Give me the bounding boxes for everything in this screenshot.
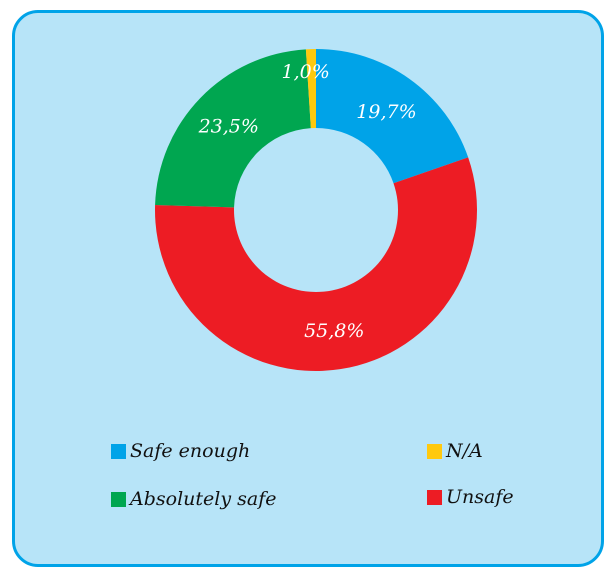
legend-item-safe-enough: Safe enough	[111, 440, 250, 462]
legend-swatch-absolutely-safe	[111, 491, 126, 507]
legend-swatch-na	[427, 443, 442, 459]
legend-label-unsafe: Unsafe	[446, 486, 514, 508]
legend-item-na: N/A	[427, 440, 483, 462]
legend-swatch-unsafe	[427, 489, 442, 505]
slice-label-absolutely-safe: 23,5%	[198, 115, 259, 137]
slice-label-n-a: 1,0%	[281, 61, 329, 83]
donut-slice-absolutely-safe	[155, 49, 311, 208]
legend-label-absolutely-safe: Absolutely safe	[130, 488, 277, 510]
legend-label-safe-enough: Safe enough	[130, 440, 251, 462]
slice-label-safe-enough: 19,7%	[356, 101, 416, 123]
donut-slice-safe-enough	[316, 49, 469, 184]
donut-slice-n-a	[305, 49, 316, 129]
donut-slice-unsafe	[154, 157, 477, 371]
legend-swatch-safe-enough	[111, 443, 126, 459]
legend-item-absolutely-safe: Absolutely safe	[111, 488, 276, 510]
legend-label-na: N/A	[446, 440, 483, 462]
legend-item-unsafe: Unsafe	[427, 486, 514, 508]
slice-label-unsafe: 55,8%	[304, 320, 364, 342]
